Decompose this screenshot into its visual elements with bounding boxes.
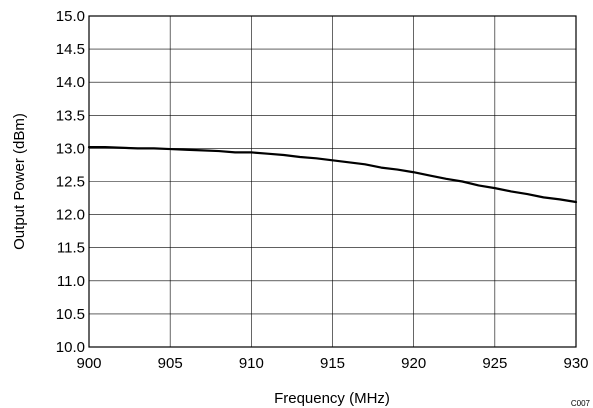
x-axis-title: Frequency (MHz) (274, 390, 390, 407)
x-tick-labels: 900 905 910 915 920 925 930 (76, 355, 588, 372)
y-tick-label: 12.0 (56, 207, 85, 224)
x-tick-label: 930 (563, 355, 588, 372)
y-tick-label: 14.0 (56, 74, 85, 91)
x-tick-label: 920 (401, 355, 426, 372)
y-tick-label: 10.0 (56, 339, 85, 356)
y-tick-label: 11.5 (57, 240, 85, 257)
y-tick-label: 15.0 (56, 8, 85, 25)
y-tick-label: 13.0 (56, 140, 85, 157)
series-layer (87, 145, 578, 204)
y-tick-label: 12.5 (56, 174, 85, 191)
y-tick-label: 10.5 (56, 306, 85, 323)
y-tick-label: 11.0 (57, 273, 85, 290)
x-tick-label: 915 (320, 355, 345, 372)
x-tick-label: 900 (76, 355, 101, 372)
plot-frame (88, 15, 577, 348)
y-tick-label: 14.5 (56, 41, 85, 58)
x-tick-label: 925 (482, 355, 507, 372)
x-tick-label: 910 (239, 355, 264, 372)
x-tick-label: 905 (158, 355, 183, 372)
y-axis-title: Output Power (dBm) (11, 113, 28, 250)
series-line-0 (87, 145, 578, 204)
y-tick-label: 13.5 (56, 107, 85, 124)
y-tick-labels: 10.0 10.5 11.0 11.5 12.0 12.5 13.0 13.5 14.0 14.5… (56, 8, 85, 356)
figure-code: C007 (571, 399, 591, 408)
